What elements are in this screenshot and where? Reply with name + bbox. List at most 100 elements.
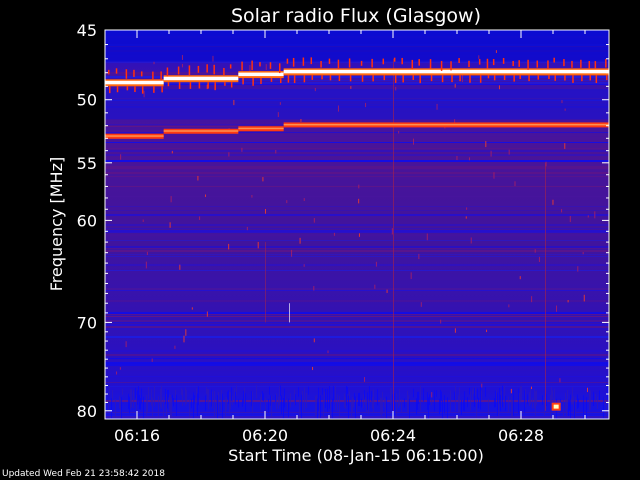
updated-timestamp: Updated Wed Feb 21 23:58:42 2018: [2, 469, 165, 479]
interference-tick: [571, 60, 573, 68]
interference-tick: [479, 75, 482, 83]
burst-speck: [199, 216, 201, 220]
noise-column: [496, 389, 497, 400]
noise-column: [544, 396, 545, 416]
interference-tick: [348, 58, 351, 68]
noise-column: [372, 396, 373, 409]
interference-tick: [383, 75, 386, 81]
noise-column: [322, 388, 323, 395]
noise-column: [221, 389, 222, 412]
spectrogram-band: [105, 370, 609, 371]
interference-tick: [349, 75, 352, 82]
noise-column: [589, 387, 590, 411]
burst-speck: [431, 392, 433, 398]
spectrogram-band: [105, 256, 609, 257]
noise-column: [573, 395, 574, 415]
spectrogram-band: [105, 362, 609, 364]
interference-tick: [278, 63, 281, 74]
noise-column: [554, 388, 555, 404]
noise-column: [521, 386, 522, 401]
noise-column: [151, 389, 152, 406]
noise-column: [455, 385, 456, 412]
noise-column: [316, 395, 317, 416]
interference-tick: [229, 64, 232, 69]
spectrogram-band: [105, 232, 609, 233]
spectrogram-band: [105, 172, 609, 174]
interference-line: [163, 76, 239, 81]
noise-column: [420, 385, 421, 411]
burst-speck: [364, 377, 366, 382]
burst-speck: [337, 105, 339, 112]
noise-column: [137, 390, 138, 405]
interference-tick: [527, 59, 529, 70]
noise-column: [329, 386, 330, 409]
interference-tick: [564, 75, 566, 81]
noise-column: [115, 398, 116, 419]
interference-tick: [198, 82, 201, 89]
burst-speck: [171, 150, 173, 154]
noise-column: [459, 387, 460, 413]
burst-speck: [262, 177, 264, 182]
interference-tick: [478, 59, 481, 65]
burst-speck: [545, 161, 547, 167]
interference-tick: [108, 69, 110, 75]
interference-tick: [115, 68, 118, 74]
spectrogram-band: [105, 358, 609, 359]
x-tick-label: 06:28: [498, 426, 544, 445]
noise-column: [243, 390, 244, 404]
burst-speck: [365, 102, 367, 108]
burst-speck: [174, 345, 176, 349]
noise-column: [524, 390, 525, 413]
noise-column: [160, 388, 161, 408]
interference-tick: [207, 82, 209, 89]
interference-tick: [502, 58, 505, 64]
y-axis: 45 50 55 60 70 80: [77, 21, 609, 421]
burst-speck: [286, 200, 288, 204]
burst-speck: [143, 90, 145, 98]
noise-column: [392, 394, 393, 414]
noise-column: [590, 390, 591, 410]
noise-column: [565, 392, 566, 412]
noise-column: [475, 387, 476, 397]
interference-tick: [286, 58, 289, 64]
interference-tick: [214, 82, 216, 91]
noise-column: [441, 391, 442, 401]
x-axis-label: Start Time (08-Jan-15 06:15:00): [228, 446, 484, 465]
spectrogram-band: [105, 350, 609, 352]
burst-speck: [493, 172, 495, 179]
noise-column: [207, 388, 208, 403]
noise-column: [261, 393, 262, 400]
spectrogram-band: [105, 210, 609, 211]
noise-column: [550, 394, 551, 418]
interference-tick: [213, 64, 215, 75]
burst-speck: [552, 199, 554, 205]
spectrogram-band: [105, 254, 609, 255]
burst-speck: [279, 102, 281, 105]
noise-column: [308, 386, 309, 395]
noise-column: [351, 399, 352, 419]
noise-column: [269, 386, 270, 395]
burst-speck: [456, 155, 458, 161]
spectrogram-band: [105, 364, 609, 366]
noise-column: [281, 395, 282, 414]
spectrogram-band: [105, 82, 609, 84]
interference-tick: [536, 60, 539, 68]
interference-tick: [588, 61, 591, 69]
spectrogram-band: [105, 264, 609, 266]
burst-speck: [465, 216, 467, 219]
noise-column: [529, 392, 530, 407]
interference-tick: [554, 75, 556, 81]
noise-column: [382, 391, 383, 414]
noise-column: [252, 391, 253, 414]
noise-column: [344, 393, 345, 408]
burst-speck: [508, 304, 510, 308]
burst-speck: [303, 198, 305, 201]
interference-tick: [512, 60, 514, 67]
interference-tick: [338, 75, 341, 81]
noise-column: [404, 398, 405, 408]
noise-column: [495, 390, 496, 408]
burst-speck: [299, 237, 301, 244]
noise-column: [225, 398, 226, 419]
noise-column: [359, 392, 360, 406]
